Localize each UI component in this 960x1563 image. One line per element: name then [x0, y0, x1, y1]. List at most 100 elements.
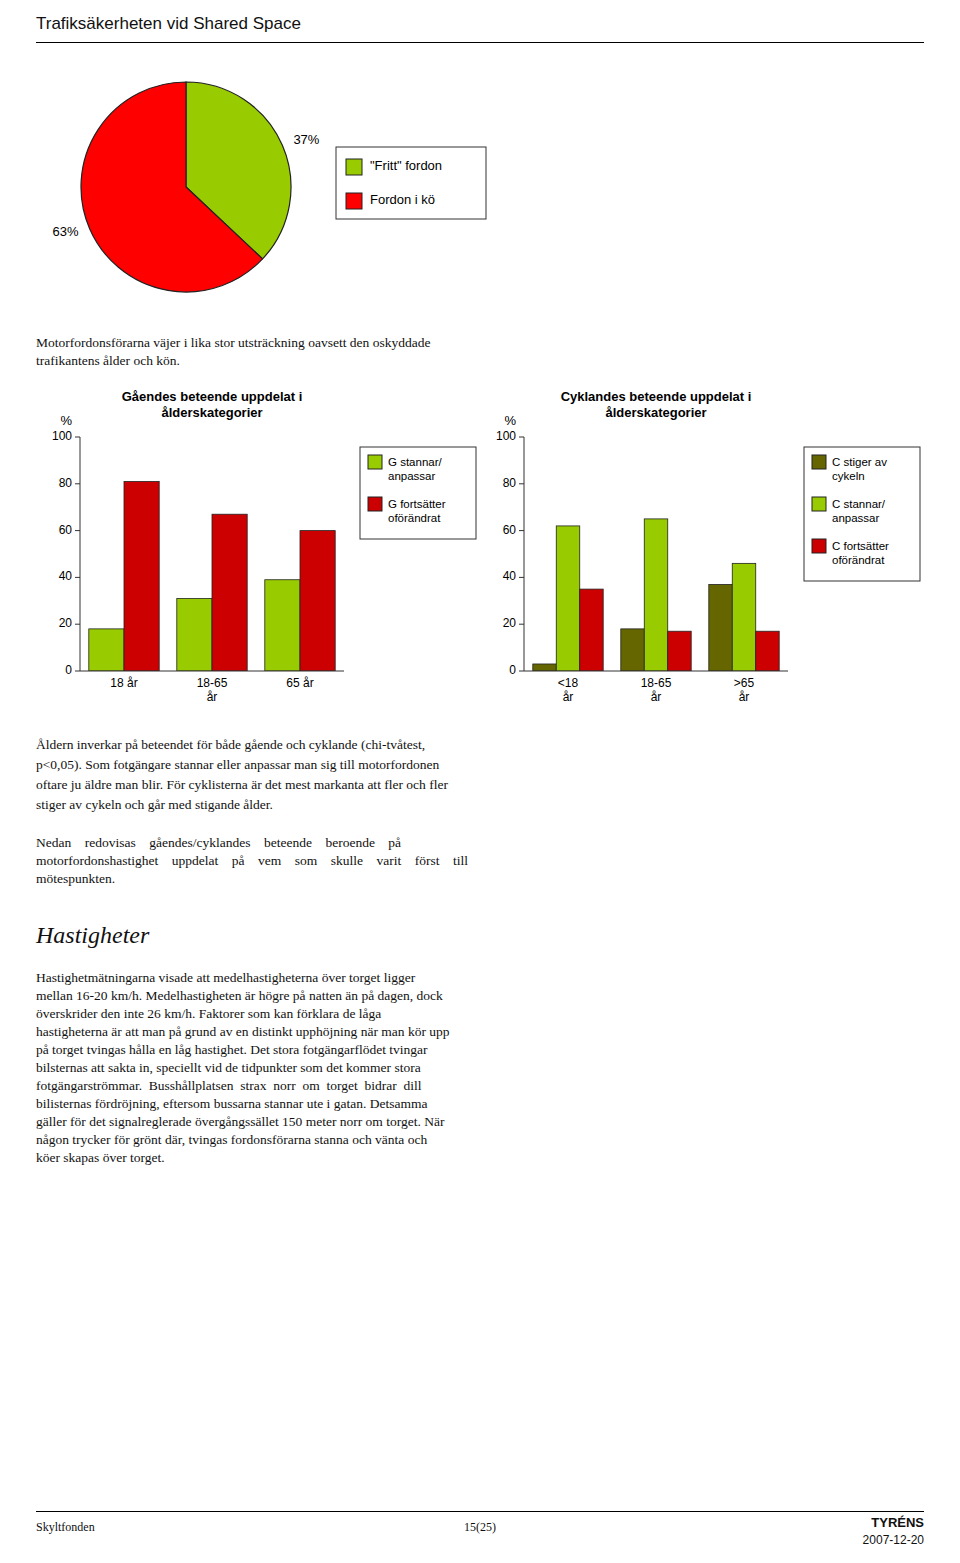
- paragraph: Åldern inverkar på beteendet för både gå…: [36, 735, 448, 815]
- text-line: Cyklandes beteende uppdelat i: [561, 389, 752, 404]
- footer-text: Skyltfonden: [36, 1520, 95, 1535]
- legend-frame: [336, 147, 486, 219]
- tick-label: 0: [65, 663, 72, 677]
- bar: [265, 580, 300, 671]
- text-line: 18-65: [641, 676, 672, 690]
- paragraph-line: motorfordonshastighet uppdelat på vem so…: [36, 853, 468, 869]
- tick-label: <18år: [558, 676, 579, 704]
- bar-chart: Cyklandes beteende uppdelat iålderskateg…: [480, 385, 924, 715]
- paragraph-line: Nedan redovisas gåendes/cyklandes beteen…: [36, 835, 401, 851]
- page: Trafiksäkerheten vid Shared Space Motorfo…: [0, 0, 960, 1563]
- legend-swatch: [812, 539, 826, 553]
- text-line: 20: [59, 616, 73, 630]
- chart-title: Cyklandes beteende uppdelat iålderskateg…: [561, 389, 752, 420]
- tick-label: 40: [59, 570, 73, 584]
- bar: [732, 563, 755, 671]
- text-line: 18 år: [110, 676, 137, 690]
- tick: [519, 624, 524, 625]
- tick: [75, 437, 80, 438]
- page-title: Trafiksäkerheten vid Shared Space: [36, 14, 301, 34]
- legend-swatch: [812, 455, 826, 469]
- text-line: C stiger av: [832, 456, 887, 468]
- paragraph-line: gäller för det signalreglerade övergångs…: [36, 1114, 444, 1130]
- text-line: år: [739, 690, 750, 704]
- tick-label: 100: [52, 429, 72, 443]
- text-line: <18: [558, 676, 579, 690]
- tick-label: 60: [59, 523, 73, 537]
- text-line: "Fritt" fordon: [370, 158, 442, 173]
- legend-label: C stannar/anpassar: [832, 498, 886, 524]
- tick: [75, 577, 80, 578]
- bar: [533, 664, 556, 671]
- text-line: Fordon i kö: [370, 192, 435, 207]
- text-line: 60: [503, 523, 517, 537]
- paragraph-line: mötespunkten.: [36, 871, 115, 887]
- tick: [75, 530, 80, 531]
- paragraph-line: bilsternas att sakta in, speciellt vid d…: [36, 1060, 421, 1076]
- text-line: ålderskategorier: [161, 405, 262, 420]
- text-line: Gåendes beteende uppdelat i: [122, 389, 303, 404]
- paragraph-line: Motorfordonsförarna väjer i lika stor ut…: [36, 335, 430, 351]
- footer-text: 2007-12-20: [863, 1533, 924, 1547]
- paragraph-line: fotgängarströmmar. Busshållplatsen strax…: [36, 1078, 422, 1094]
- text-line: 65 år: [286, 676, 313, 690]
- text-line: %: [60, 413, 72, 428]
- rule: [36, 42, 924, 43]
- paragraph-line: mellan 16-20 km/h. Medelhastigheten är h…: [36, 988, 443, 1004]
- tick: [519, 437, 524, 438]
- tick: [75, 624, 80, 625]
- chart-title: Gåendes beteende uppdelat iålderskategor…: [122, 389, 303, 420]
- legend-swatch: [346, 193, 362, 209]
- tick-label: 18-65år: [641, 676, 672, 704]
- legend-frame: [804, 447, 920, 581]
- axis-line: [80, 437, 81, 671]
- bars: [89, 481, 335, 671]
- text-line: år: [651, 690, 662, 704]
- text-line: anpassar: [388, 470, 435, 482]
- text-line: 40: [59, 570, 73, 584]
- legend-frame: [360, 447, 476, 539]
- bar: [177, 598, 212, 671]
- axis-line: [524, 437, 525, 671]
- tick: [519, 530, 524, 531]
- tick: [75, 483, 80, 484]
- tick-label: 60: [503, 523, 517, 537]
- text-line: anpassar: [832, 512, 879, 524]
- bar: [668, 631, 691, 671]
- paragraph-line: överskrider den inte 26 km/h. Faktorer s…: [36, 1006, 381, 1022]
- bars: [533, 519, 779, 671]
- text-line: ålderskategorier: [605, 405, 706, 420]
- text-line: 100: [52, 429, 72, 443]
- paragraph-line: hastigheterna är att man på grund av en …: [36, 1024, 450, 1040]
- bar: [621, 629, 644, 671]
- tick-label: 80: [503, 476, 517, 490]
- text-line: 80: [503, 476, 517, 490]
- bar: [124, 481, 159, 671]
- text-line: 18-65: [197, 676, 228, 690]
- bar: [300, 531, 335, 671]
- text-line: 0: [65, 663, 72, 677]
- text-line: oförändrat: [388, 512, 441, 524]
- bar: [556, 526, 579, 671]
- text-line: 37%: [293, 132, 319, 147]
- tick-label: 18-65år: [197, 676, 228, 704]
- bar: [212, 514, 247, 671]
- text-line: år: [563, 690, 574, 704]
- pie-chart: 37%63%"Fritt" fordonFordon i kö: [36, 52, 924, 322]
- tick-label: 100: [496, 429, 516, 443]
- paragraph-line: på torget tvingas hålla en låg hastighet…: [36, 1042, 428, 1058]
- axis-line: [80, 671, 344, 672]
- text-line: 20: [503, 616, 517, 630]
- bar: [580, 589, 603, 671]
- tick-label: 20: [59, 616, 73, 630]
- text-line: 0: [509, 663, 516, 677]
- tick-label: 80: [59, 476, 73, 490]
- bar: [89, 629, 124, 671]
- text-line: C fortsätter: [832, 540, 889, 552]
- axis-label: %: [60, 413, 72, 428]
- axis-line: [524, 671, 788, 672]
- rule: [36, 1511, 924, 1512]
- paragraph-line: köer skapas över torget.: [36, 1150, 165, 1166]
- heading: Hastigheter: [36, 922, 149, 949]
- text-line: oförändrat: [832, 554, 885, 566]
